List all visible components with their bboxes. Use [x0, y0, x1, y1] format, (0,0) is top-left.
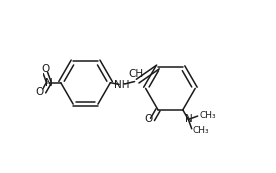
- Text: CH: CH: [129, 69, 144, 79]
- Text: O: O: [144, 115, 152, 124]
- Text: N: N: [185, 115, 193, 124]
- Text: NH: NH: [114, 80, 129, 90]
- Text: CH₃: CH₃: [193, 126, 209, 135]
- Text: O: O: [41, 64, 49, 74]
- Text: O: O: [35, 87, 44, 97]
- Text: N: N: [45, 78, 53, 88]
- Text: CH₃: CH₃: [199, 111, 216, 120]
